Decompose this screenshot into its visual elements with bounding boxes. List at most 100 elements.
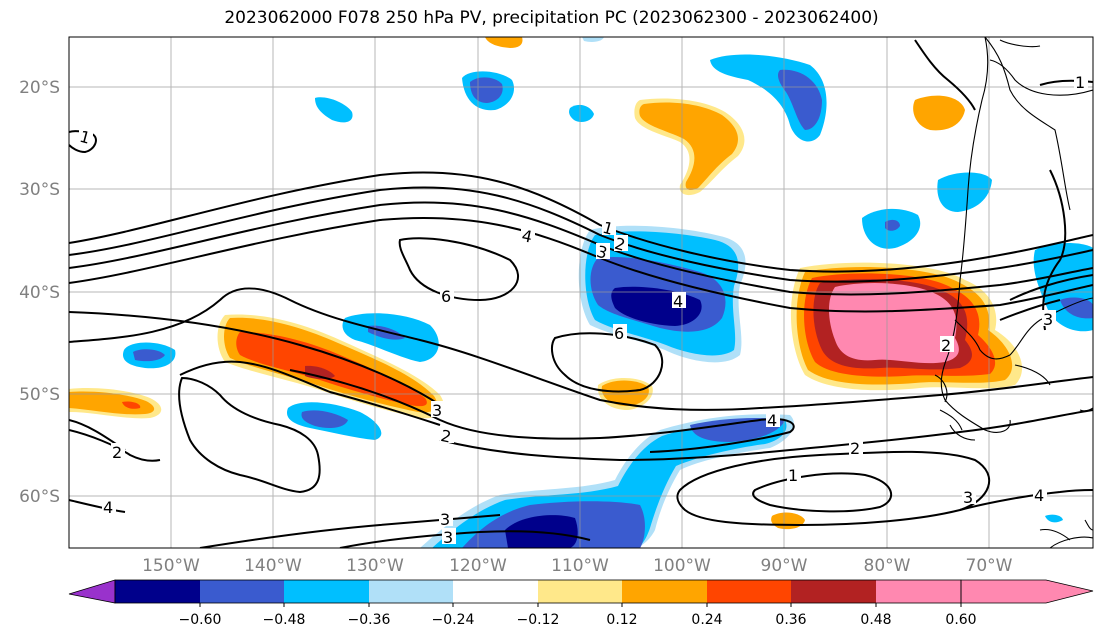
colorbar-swatch bbox=[453, 580, 538, 603]
contour-label: 6 bbox=[441, 287, 451, 306]
contour-label: 1 bbox=[601, 218, 616, 239]
precip-blob-small2 bbox=[569, 104, 594, 122]
colorbar-swatch bbox=[707, 580, 791, 603]
lat-label: 60°S bbox=[19, 487, 60, 507]
lat-label: 20°S bbox=[19, 78, 60, 98]
longitude-labels: 150°W 140°W 130°W 120°W 110°W 100°W 90°W… bbox=[142, 556, 1013, 576]
colorbar-swatch bbox=[791, 580, 876, 603]
colorbar-swatch bbox=[622, 580, 707, 603]
lon-label: 100°W bbox=[653, 556, 711, 576]
lon-label: 80°W bbox=[864, 556, 911, 576]
contour-label-bg bbox=[962, 488, 976, 504]
lon-label: 140°W bbox=[244, 556, 302, 576]
precip-shading bbox=[69, 37, 1093, 548]
colorbar: −0.60 −0.48 −0.36 −0.24 −0.12 0.12 0.24 … bbox=[68, 579, 1094, 628]
contour-4-south bbox=[339, 530, 591, 548]
colorbar-tick-label: 0.36 bbox=[775, 612, 806, 628]
contour-2 bbox=[69, 186, 1093, 283]
contour-label: 2 bbox=[850, 439, 860, 458]
contour-label: 1 bbox=[1075, 73, 1085, 92]
precip-blob-small1 bbox=[315, 97, 353, 123]
contour-sa-north bbox=[914, 39, 976, 111]
contour-label-bg bbox=[1042, 310, 1056, 326]
contour-label-bg bbox=[766, 411, 780, 427]
contour-label-bg bbox=[1074, 73, 1088, 89]
lon-label: 90°W bbox=[761, 556, 808, 576]
contour-sa-inner bbox=[1009, 274, 1093, 301]
contour-label-bg bbox=[787, 466, 801, 482]
precip-patch-orange-ne bbox=[913, 95, 965, 131]
lat-label: 30°S bbox=[19, 180, 60, 200]
contour-1 bbox=[69, 171, 1093, 273]
contour-outer-loop bbox=[676, 450, 991, 527]
contour-label-bg bbox=[521, 227, 535, 243]
colorbar-tick-label: 0.12 bbox=[606, 612, 637, 628]
contour-6-south bbox=[551, 332, 664, 393]
contour-label: 3 bbox=[443, 528, 453, 547]
contour-label: 3 bbox=[440, 510, 450, 529]
contour-label-bg bbox=[79, 129, 93, 145]
contour-sa-inner2 bbox=[999, 299, 1061, 321]
contour-1-loop bbox=[752, 472, 893, 513]
contour-3 bbox=[69, 201, 1093, 296]
lon-label: 130°W bbox=[346, 556, 404, 576]
colorbar-tick-label: −0.60 bbox=[179, 612, 222, 628]
colorbar-tick-label: 0.60 bbox=[945, 612, 976, 628]
plot-area: 1 1 2 3 4 6 6 1 2 3 4 2 3 4 bbox=[69, 37, 1093, 548]
colorbar-swatch bbox=[200, 580, 284, 603]
lat-label: 50°S bbox=[19, 385, 60, 405]
precip-blob-ne-core bbox=[778, 69, 822, 130]
contour-label: 3 bbox=[595, 242, 610, 263]
precip-blob-e2-core bbox=[885, 219, 900, 231]
contour-label: 4 bbox=[673, 292, 683, 311]
contour-label: 2 bbox=[941, 336, 951, 355]
colorbar-swatch bbox=[538, 580, 622, 603]
contour-labels: 1 1 2 3 4 6 6 1 2 3 4 2 3 4 bbox=[78, 73, 1088, 547]
colorbar-tick-label: 0.24 bbox=[691, 612, 722, 628]
lon-label: 120°W bbox=[449, 556, 507, 576]
contour-2-band bbox=[289, 369, 795, 453]
precip-blob-sw-core bbox=[301, 410, 348, 428]
colorbar-tick-label: −0.24 bbox=[432, 612, 475, 628]
colorbar-extend-high bbox=[960, 579, 1094, 604]
contour-label-bg bbox=[672, 292, 686, 308]
contour-label-bg bbox=[1033, 486, 1047, 502]
contour-4 bbox=[69, 216, 1093, 313]
precip-blob-top bbox=[582, 37, 604, 42]
contour-label: 4 bbox=[1034, 486, 1044, 505]
precip-blob-small3 bbox=[1045, 514, 1063, 523]
plot-frame bbox=[68, 36, 1094, 549]
contour-label: 4 bbox=[767, 411, 777, 430]
contour-label: 3 bbox=[432, 401, 442, 420]
contour-label-bg bbox=[614, 235, 628, 251]
contour-label-bg bbox=[442, 528, 456, 544]
chart-title: 2023062000 F078 250 hPa PV, precipitatio… bbox=[224, 8, 879, 28]
precip-blob-w-core bbox=[133, 349, 165, 362]
contour-6-north bbox=[398, 237, 520, 302]
precip-patch-orange-n-core bbox=[639, 102, 738, 190]
colorbar-swatch bbox=[115, 580, 200, 603]
contour-4-west bbox=[69, 499, 126, 513]
precip-blob-e1 bbox=[937, 172, 992, 212]
precip-patch-orange-top bbox=[485, 37, 523, 48]
contour-label: 1 bbox=[788, 466, 798, 485]
contour-label: 1 bbox=[78, 127, 93, 148]
latitude-labels: 20°S 30°S 40°S 50°S 60°S bbox=[19, 78, 60, 507]
colorbar-tick-label: 0.48 bbox=[860, 612, 891, 628]
contour-label-bg bbox=[111, 443, 125, 459]
pv-contours bbox=[69, 39, 1093, 548]
contour-loop-sw bbox=[178, 376, 321, 494]
coastline bbox=[934, 37, 1093, 548]
contour-label: 2 bbox=[439, 426, 453, 447]
contour-label-bg bbox=[440, 427, 454, 443]
contour-label: 2 bbox=[112, 443, 122, 462]
colorbar-ticks bbox=[199, 603, 962, 607]
colorbar-swatch bbox=[876, 580, 961, 603]
contour-main-south bbox=[69, 287, 1093, 411]
contour-3-band bbox=[69, 311, 441, 406]
contour-label-bg bbox=[596, 243, 610, 259]
colorbar-extend-low bbox=[68, 579, 116, 604]
contour-label-bg bbox=[102, 498, 116, 514]
colorbar-tick-label: −0.36 bbox=[348, 612, 391, 628]
